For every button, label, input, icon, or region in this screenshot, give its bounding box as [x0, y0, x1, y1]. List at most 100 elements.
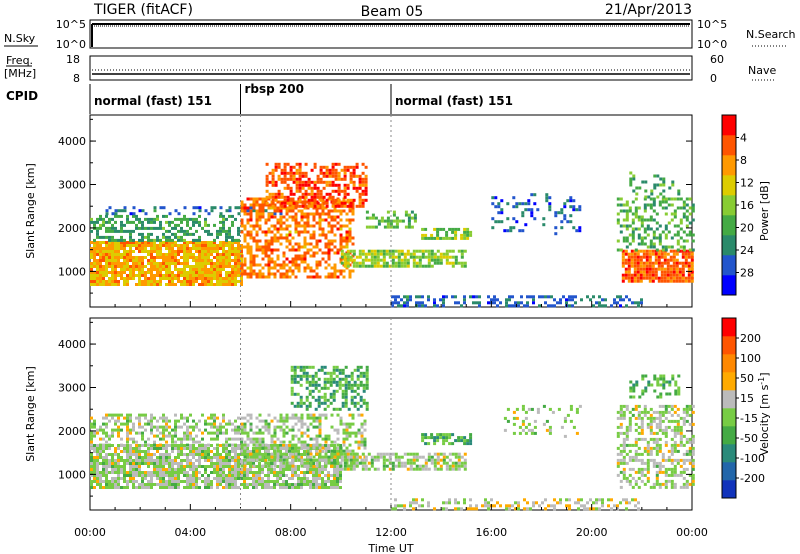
- heatmap-cell: [655, 248, 659, 252]
- heatmap-cell: [360, 461, 364, 465]
- heatmap-cell: [90, 483, 93, 486]
- heatmap-cell: [309, 458, 313, 462]
- heatmap-cell: [195, 471, 198, 474]
- heatmap-cell: [415, 249, 419, 253]
- heatmap-cell: [252, 269, 256, 273]
- heatmap-cell: [297, 455, 301, 459]
- heatmap-cell: [448, 501, 451, 505]
- heatmap-cell: [141, 474, 144, 477]
- heatmap-cell: [129, 265, 132, 268]
- heatmap-cell: [273, 416, 277, 420]
- heatmap-cell: [553, 507, 556, 511]
- heatmap-cell: [308, 365, 312, 369]
- heatmap-cell: [264, 474, 267, 477]
- heatmap-cell: [273, 446, 277, 450]
- heatmap-cell: [294, 230, 298, 234]
- heatmap-cell: [159, 431, 162, 435]
- heatmap-cell: [108, 443, 111, 447]
- heatmap-cell: [285, 483, 288, 486]
- heatmap-cell: [201, 431, 204, 435]
- heatmap-cell: [403, 461, 407, 465]
- heatmap-cell: [314, 371, 318, 375]
- heatmap-cell: [159, 247, 162, 250]
- heatmap-cell: [90, 456, 93, 459]
- heatmap-cell: [640, 236, 644, 240]
- heatmap-cell: [439, 452, 443, 456]
- heatmap-cell: [318, 221, 322, 225]
- heatmap-cell: [198, 268, 201, 271]
- heatmap-cell: [512, 226, 516, 230]
- heatmap-cell: [153, 453, 156, 456]
- heatmap-cell: [225, 462, 228, 465]
- heatmap-cell: [526, 301, 529, 305]
- heatmap-cell: [340, 177, 344, 181]
- heatmap-cell: [219, 471, 222, 474]
- heatmap-cell: [93, 253, 96, 256]
- heatmap-cell: [264, 254, 268, 258]
- heatmap-cell: [661, 248, 665, 252]
- heatmap-cell: [640, 215, 644, 219]
- heatmap-cell: [451, 452, 455, 456]
- noise-left-tick-top: 10^5: [56, 18, 86, 31]
- heatmap-cell: [523, 304, 526, 308]
- heatmap-cell: [448, 458, 452, 462]
- heatmap-cell: [93, 223, 96, 227]
- heatmap-cell: [171, 486, 174, 489]
- heatmap-cell: [267, 239, 271, 243]
- heatmap-cell: [126, 277, 129, 280]
- heatmap-cell: [174, 480, 177, 483]
- heatmap-cell: [171, 450, 174, 453]
- heatmap-cell: [637, 206, 641, 210]
- heatmap-cell: [330, 218, 334, 222]
- heatmap-cell: [280, 168, 284, 172]
- cpid-segment-label: normal (fast) 151: [395, 94, 513, 108]
- heatmap-cell: [138, 419, 141, 423]
- noise-right-tick-top: 10^5: [697, 18, 727, 31]
- heatmap-cell: [162, 253, 165, 256]
- heatmap-cell: [598, 301, 601, 305]
- heatmap-cell: [642, 276, 646, 280]
- heatmap-cell: [111, 253, 114, 256]
- heatmap-cell: [550, 504, 553, 508]
- heatmap-cell: [681, 273, 685, 277]
- heatmap-cell: [289, 171, 293, 175]
- heatmap-cell: [430, 433, 434, 437]
- heatmap-cell: [102, 456, 105, 459]
- heatmap-cell: [114, 465, 117, 468]
- heatmap-cell: [469, 295, 472, 299]
- heatmap-cell: [246, 431, 250, 435]
- heatmap-cell: [237, 416, 240, 420]
- heatmap-cell: [512, 205, 516, 209]
- heatmap-cell: [225, 253, 228, 256]
- heatmap-cell: [132, 440, 135, 444]
- heatmap-cell: [541, 501, 544, 505]
- heatmap-cell: [147, 268, 150, 271]
- heatmap-cell: [297, 257, 301, 261]
- heatmap-cell: [283, 168, 287, 172]
- heatmap-cell: [349, 464, 353, 468]
- heatmap-cell: [90, 468, 93, 471]
- heatmap-cell: [592, 295, 595, 299]
- heatmap-cell: [186, 250, 189, 253]
- heatmap-cell: [219, 265, 222, 268]
- heatmap-cell: [342, 245, 346, 249]
- heatmap-cell: [195, 450, 198, 453]
- heatmap-cell: [225, 456, 228, 459]
- heatmap-cell: [234, 247, 237, 250]
- heatmap-cell: [276, 474, 279, 477]
- heatmap-cell: [322, 174, 326, 178]
- heatmap-cell: [530, 214, 534, 218]
- heatmap-cell: [687, 252, 691, 256]
- heatmap-cell: [99, 283, 102, 286]
- heatmap-cell: [171, 459, 174, 462]
- heatmap-cell: [624, 276, 628, 280]
- heatmap-cell: [359, 395, 363, 399]
- heatmap-cell: [309, 456, 312, 459]
- heatmap-cell: [246, 266, 250, 270]
- heatmap-cell: [627, 255, 631, 259]
- heatmap-cell: [646, 245, 650, 249]
- heatmap-cell: [318, 425, 322, 429]
- heatmap-cell: [165, 238, 168, 242]
- heatmap-cell: [454, 467, 458, 471]
- heatmap-cell: [312, 224, 316, 228]
